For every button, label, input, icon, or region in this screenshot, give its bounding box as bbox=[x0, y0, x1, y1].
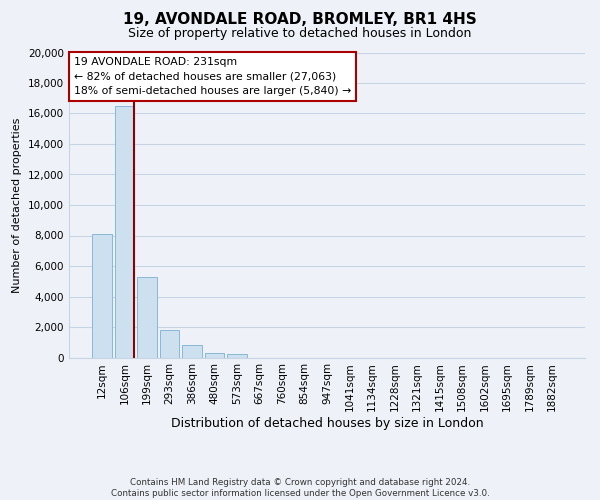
Text: Contains HM Land Registry data © Crown copyright and database right 2024.
Contai: Contains HM Land Registry data © Crown c… bbox=[110, 478, 490, 498]
Text: Size of property relative to detached houses in London: Size of property relative to detached ho… bbox=[128, 28, 472, 40]
Text: 19 AVONDALE ROAD: 231sqm
← 82% of detached houses are smaller (27,063)
18% of se: 19 AVONDALE ROAD: 231sqm ← 82% of detach… bbox=[74, 57, 352, 96]
Bar bbox=[137, 276, 157, 357]
Text: 19, AVONDALE ROAD, BROMLEY, BR1 4HS: 19, AVONDALE ROAD, BROMLEY, BR1 4HS bbox=[123, 12, 477, 28]
Bar bbox=[227, 354, 247, 358]
Y-axis label: Number of detached properties: Number of detached properties bbox=[13, 118, 22, 292]
Bar bbox=[160, 330, 179, 357]
Bar bbox=[92, 234, 112, 358]
Bar bbox=[182, 346, 202, 358]
Bar bbox=[115, 106, 134, 358]
X-axis label: Distribution of detached houses by size in London: Distribution of detached houses by size … bbox=[170, 416, 484, 430]
Bar bbox=[205, 353, 224, 358]
